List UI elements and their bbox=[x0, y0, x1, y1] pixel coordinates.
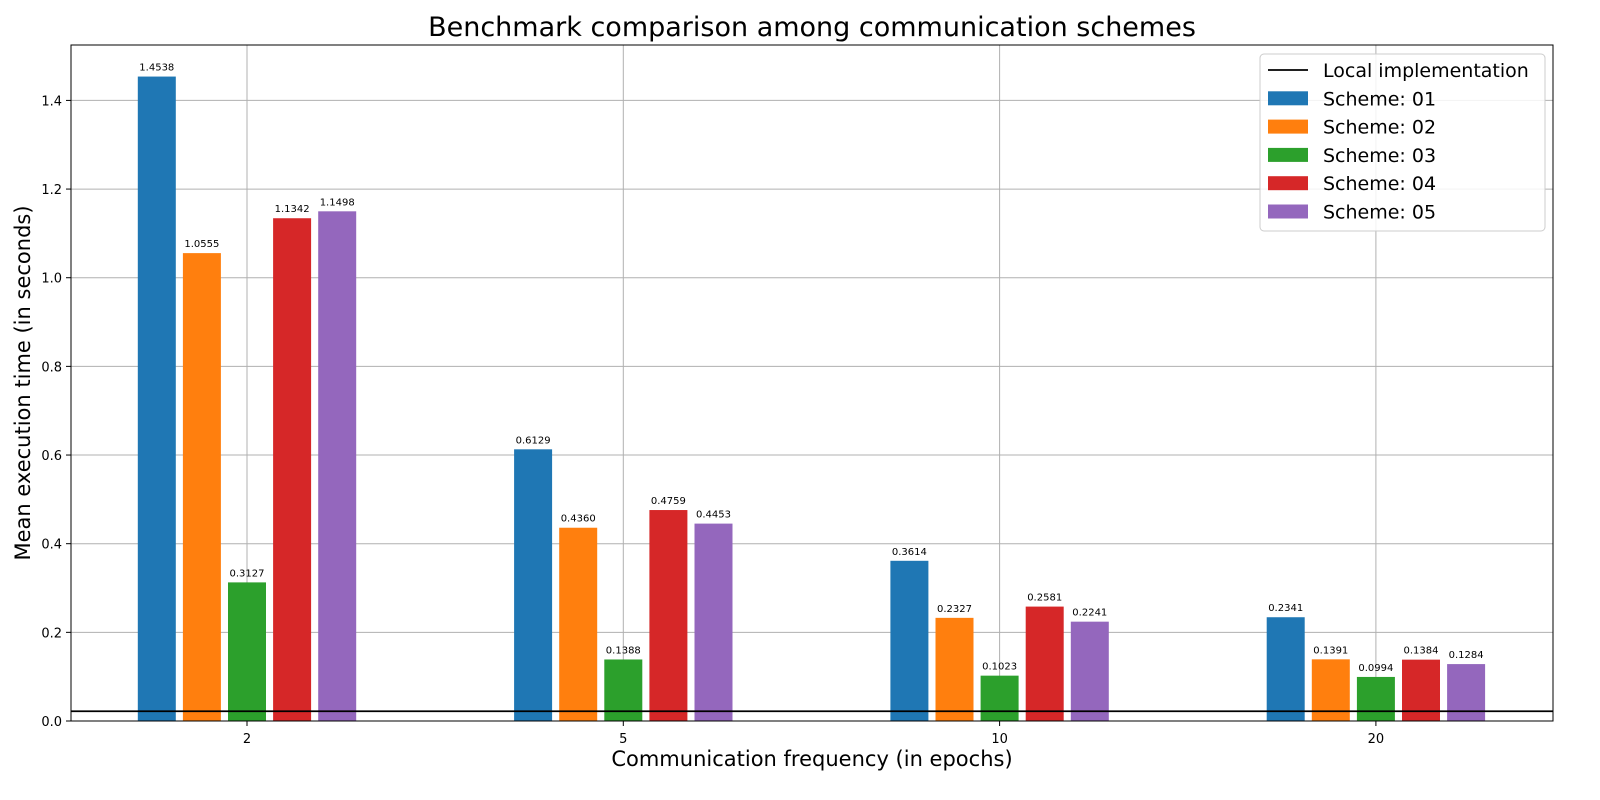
bar-data-label: 0.2327 bbox=[937, 604, 972, 615]
bar bbox=[228, 582, 266, 721]
bar bbox=[1266, 617, 1305, 721]
legend-box bbox=[1259, 53, 1546, 232]
bar bbox=[273, 218, 312, 721]
bar bbox=[694, 523, 733, 721]
legend-label: Scheme: 01 bbox=[1323, 88, 1436, 110]
bar-data-label: 0.2341 bbox=[1268, 603, 1303, 614]
bar-data-label: 1.1498 bbox=[320, 197, 355, 208]
legend-label: Scheme: 02 bbox=[1323, 117, 1436, 139]
legend-label: Scheme: 03 bbox=[1323, 145, 1436, 167]
bar bbox=[182, 253, 221, 722]
legend-label: Local implementation bbox=[1323, 60, 1529, 82]
y-axis-title: Mean execution time (in seconds) bbox=[11, 205, 35, 560]
bar bbox=[514, 449, 553, 721]
bar-data-label: 0.1023 bbox=[982, 662, 1017, 673]
bar-data-label: 0.3127 bbox=[230, 568, 265, 579]
bar-data-label: 0.1284 bbox=[1449, 650, 1484, 661]
bar bbox=[1025, 606, 1064, 721]
legend-label: Scheme: 05 bbox=[1323, 202, 1436, 224]
legend: Local implementation Scheme: 01 Scheme: 02… bbox=[1259, 53, 1546, 232]
bar-data-label: 0.1391 bbox=[1313, 645, 1348, 656]
x-tick-label: 2 bbox=[243, 732, 251, 747]
bar-data-label: 0.1388 bbox=[606, 645, 641, 656]
x-axis-title: Communication frequency (in epochs) bbox=[611, 747, 1012, 771]
bar bbox=[559, 527, 598, 721]
bar-data-label: 0.3614 bbox=[892, 547, 927, 558]
bar-data-label: 1.4538 bbox=[139, 63, 174, 74]
bar bbox=[1447, 664, 1486, 721]
legend-swatch bbox=[1268, 176, 1308, 191]
bar-data-label: 0.0994 bbox=[1358, 663, 1393, 674]
bar bbox=[935, 617, 974, 721]
legend-swatch bbox=[1268, 119, 1308, 134]
y-tick-label: 0.0 bbox=[41, 715, 62, 730]
y-tick-label: 1.0 bbox=[41, 272, 62, 287]
bar-data-label: 0.4453 bbox=[696, 510, 731, 521]
bar-data-label: 0.1384 bbox=[1404, 646, 1439, 657]
bar bbox=[1070, 621, 1109, 721]
bar-data-label: 0.2581 bbox=[1027, 593, 1062, 604]
bar bbox=[318, 211, 357, 721]
bar-data-label: 0.4360 bbox=[561, 514, 596, 525]
bar bbox=[649, 510, 688, 721]
legend-swatch bbox=[1268, 91, 1308, 106]
x-tick-label: 20 bbox=[1368, 732, 1385, 747]
y-tick-label: 1.4 bbox=[41, 94, 62, 109]
bar-data-label: 0.6129 bbox=[516, 435, 551, 446]
y-tick-label: 1.2 bbox=[41, 183, 62, 198]
bar bbox=[890, 560, 929, 721]
axis-ticks: 0.0 0.2 0.4 0.6 0.8 1.0 1.2 1.4 2 5 10 20 bbox=[41, 94, 1384, 747]
bar-data-label: 1.0555 bbox=[184, 239, 219, 250]
plot-frame bbox=[70, 44, 1554, 722]
bar-data-label: 0.2241 bbox=[1072, 608, 1107, 619]
bar-data-label: 1.1342 bbox=[275, 204, 310, 215]
y-tick-label: 0.6 bbox=[41, 449, 62, 464]
y-tick-label: 0.2 bbox=[41, 626, 62, 641]
y-tick-label: 0.8 bbox=[41, 360, 62, 375]
bars: 1.4538 0.6129 0.3614 0.2341 1.0555 0.4360 0.23… bbox=[137, 63, 1486, 722]
bar bbox=[1356, 676, 1395, 721]
x-tick-label: 10 bbox=[991, 732, 1008, 747]
legend-swatch bbox=[1268, 147, 1308, 162]
chart-title: Benchmark comparison among communication… bbox=[428, 12, 1196, 43]
bar-data-label: 0.4759 bbox=[651, 496, 686, 507]
bar bbox=[980, 675, 1019, 721]
legend-swatch bbox=[1268, 204, 1308, 219]
y-tick-label: 0.4 bbox=[41, 538, 62, 553]
bar bbox=[137, 76, 176, 721]
x-tick-label: 5 bbox=[619, 732, 627, 747]
legend-label: Scheme: 04 bbox=[1323, 173, 1436, 195]
